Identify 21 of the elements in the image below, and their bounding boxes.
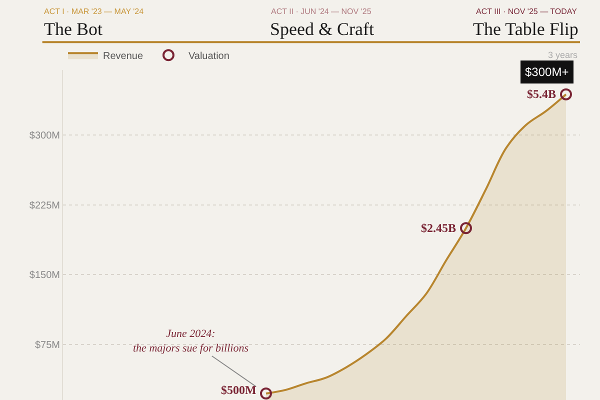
annotation: $500M [221,383,256,397]
point [260,387,272,400]
y-tick-label: $75M [34,340,60,351]
point [460,222,472,234]
annotation: $300M+ [525,65,569,79]
y-tick-label: $150M [29,270,60,282]
text: 3 years [548,50,578,60]
y-tick-label: $225M [29,200,60,212]
text: The Bot [44,19,102,39]
point [560,88,572,100]
text: ACT II · JUN '24 — NOV '25 [271,7,372,16]
text: The Table Flip [473,19,578,39]
annotation: $2.45B [421,221,456,235]
y-tick-label: $300M [29,130,60,142]
text: ACT I · MAR '23 — MAY '24 [44,7,144,16]
text: Speed & Craft [270,19,374,39]
text: June 2024: the majors sue for billions [133,328,249,354]
legend-label: Valuation [188,51,230,62]
annotation: $5.4B [527,87,556,101]
text: ACT III · NOV '25 — TODAY [476,7,578,16]
legend-label: Revenue [103,51,144,62]
